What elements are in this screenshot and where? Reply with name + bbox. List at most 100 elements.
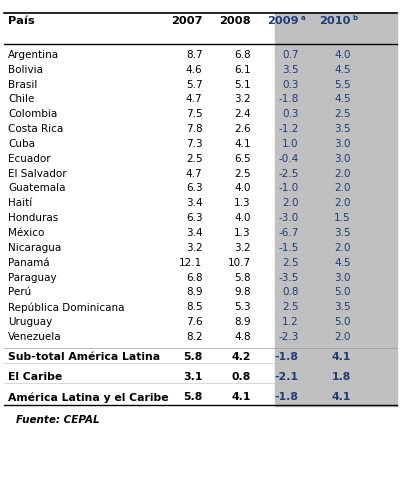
Text: Paraguay: Paraguay [8,273,57,283]
Text: El Salvador: El Salvador [8,169,67,179]
Text: Haití: Haití [8,198,32,208]
Text: Sub-total América Latina: Sub-total América Latina [8,352,160,362]
Text: -1.8: -1.8 [275,392,299,402]
Text: 2009: 2009 [267,16,299,26]
Text: 5.3: 5.3 [234,302,251,312]
Text: 4.0: 4.0 [234,213,251,223]
Text: Perú: Perú [8,287,31,297]
Text: 2010: 2010 [319,16,351,26]
Text: Ecuador: Ecuador [8,154,51,164]
Text: 2.6: 2.6 [234,124,251,134]
Text: 6.3: 6.3 [186,213,203,223]
Text: Venezuela: Venezuela [8,332,62,342]
Text: 6.3: 6.3 [186,183,203,194]
Text: 4.2: 4.2 [231,352,251,362]
Text: 3.4: 3.4 [186,228,203,238]
Text: Uruguay: Uruguay [8,317,52,327]
Text: Chile: Chile [8,94,34,104]
Text: 2.5: 2.5 [234,169,251,179]
Text: -1.5: -1.5 [278,243,299,253]
Text: 5.5: 5.5 [334,80,351,90]
Text: 1.3: 1.3 [234,228,251,238]
Text: Panamá: Panamá [8,258,50,268]
Text: 6.5: 6.5 [234,154,251,164]
Text: 7.3: 7.3 [186,139,203,149]
Text: -3.0: -3.0 [279,213,299,223]
Text: 3.1: 3.1 [183,372,203,382]
Text: América Latina y el Caribe: América Latina y el Caribe [8,392,169,403]
Text: 3.5: 3.5 [334,228,351,238]
Text: República Dominicana: República Dominicana [8,302,125,313]
Text: Guatemala: Guatemala [8,183,65,194]
Text: 8.7: 8.7 [186,50,203,60]
Text: Brasil: Brasil [8,80,37,90]
Text: 4.1: 4.1 [234,139,251,149]
Text: 0.7: 0.7 [282,50,299,60]
Text: 3.2: 3.2 [234,243,251,253]
Text: 7.5: 7.5 [186,109,203,119]
Text: 4.6: 4.6 [186,65,203,75]
Text: 5.8: 5.8 [183,352,203,362]
Text: -1.0: -1.0 [279,183,299,194]
Text: 10.7: 10.7 [227,258,251,268]
Text: 4.0: 4.0 [234,183,251,194]
Text: 2.0: 2.0 [334,243,351,253]
Text: 4.5: 4.5 [334,94,351,104]
Text: El Caribe: El Caribe [8,372,62,382]
Text: 6.1: 6.1 [234,65,251,75]
Text: 5.8: 5.8 [183,392,203,402]
Text: -3.5: -3.5 [278,273,299,283]
Text: 3.0: 3.0 [334,273,351,283]
Bar [275,13,397,406]
Text: 0.3: 0.3 [282,80,299,90]
Text: -2.5: -2.5 [278,169,299,179]
Text: 2.0: 2.0 [282,198,299,208]
Text: Cuba: Cuba [8,139,35,149]
Text: b: b [352,15,358,21]
Text: 2.5: 2.5 [282,258,299,268]
Text: 5.1: 5.1 [234,80,251,90]
Text: -1.8: -1.8 [275,352,299,362]
Text: -2.1: -2.1 [275,372,299,382]
Text: -1.2: -1.2 [278,124,299,134]
Text: Bolivia: Bolivia [8,65,43,75]
Text: -2.3: -2.3 [278,332,299,342]
Text: 0.3: 0.3 [282,109,299,119]
Text: 2.0: 2.0 [334,332,351,342]
Text: 2.5: 2.5 [186,154,203,164]
Text: 3.5: 3.5 [334,124,351,134]
Text: 4.1: 4.1 [332,392,351,402]
Text: 3.2: 3.2 [234,94,251,104]
Text: 5.0: 5.0 [334,317,351,327]
Text: 3.5: 3.5 [334,302,351,312]
Text: 2.0: 2.0 [334,169,351,179]
Text: Costa Rica: Costa Rica [8,124,63,134]
Text: a: a [300,15,305,21]
Text: -0.4: -0.4 [279,154,299,164]
Text: 2.5: 2.5 [282,302,299,312]
Text: 1.8: 1.8 [332,372,351,382]
Text: 3.2: 3.2 [186,243,203,253]
Text: 7.6: 7.6 [186,317,203,327]
Text: País: País [8,16,34,26]
Text: 6.8: 6.8 [234,50,251,60]
Text: 9.8: 9.8 [234,287,251,297]
Text: 4.8: 4.8 [234,332,251,342]
Text: 5.8: 5.8 [234,273,251,283]
Text: 2008: 2008 [219,16,251,26]
Text: México: México [8,228,45,238]
Text: 4.1: 4.1 [332,352,351,362]
Text: 3.0: 3.0 [334,139,351,149]
Text: -1.8: -1.8 [278,94,299,104]
Text: 4.1: 4.1 [231,392,251,402]
Text: 4.5: 4.5 [334,65,351,75]
Text: 4.7: 4.7 [186,169,203,179]
Text: 8.5: 8.5 [186,302,203,312]
Text: 6.8: 6.8 [186,273,203,283]
Text: 1.3: 1.3 [234,198,251,208]
Text: 2007: 2007 [171,16,203,26]
Text: Argentina: Argentina [8,50,59,60]
Text: 4.5: 4.5 [334,258,351,268]
Text: 0.8: 0.8 [282,287,299,297]
Text: 4.7: 4.7 [186,94,203,104]
